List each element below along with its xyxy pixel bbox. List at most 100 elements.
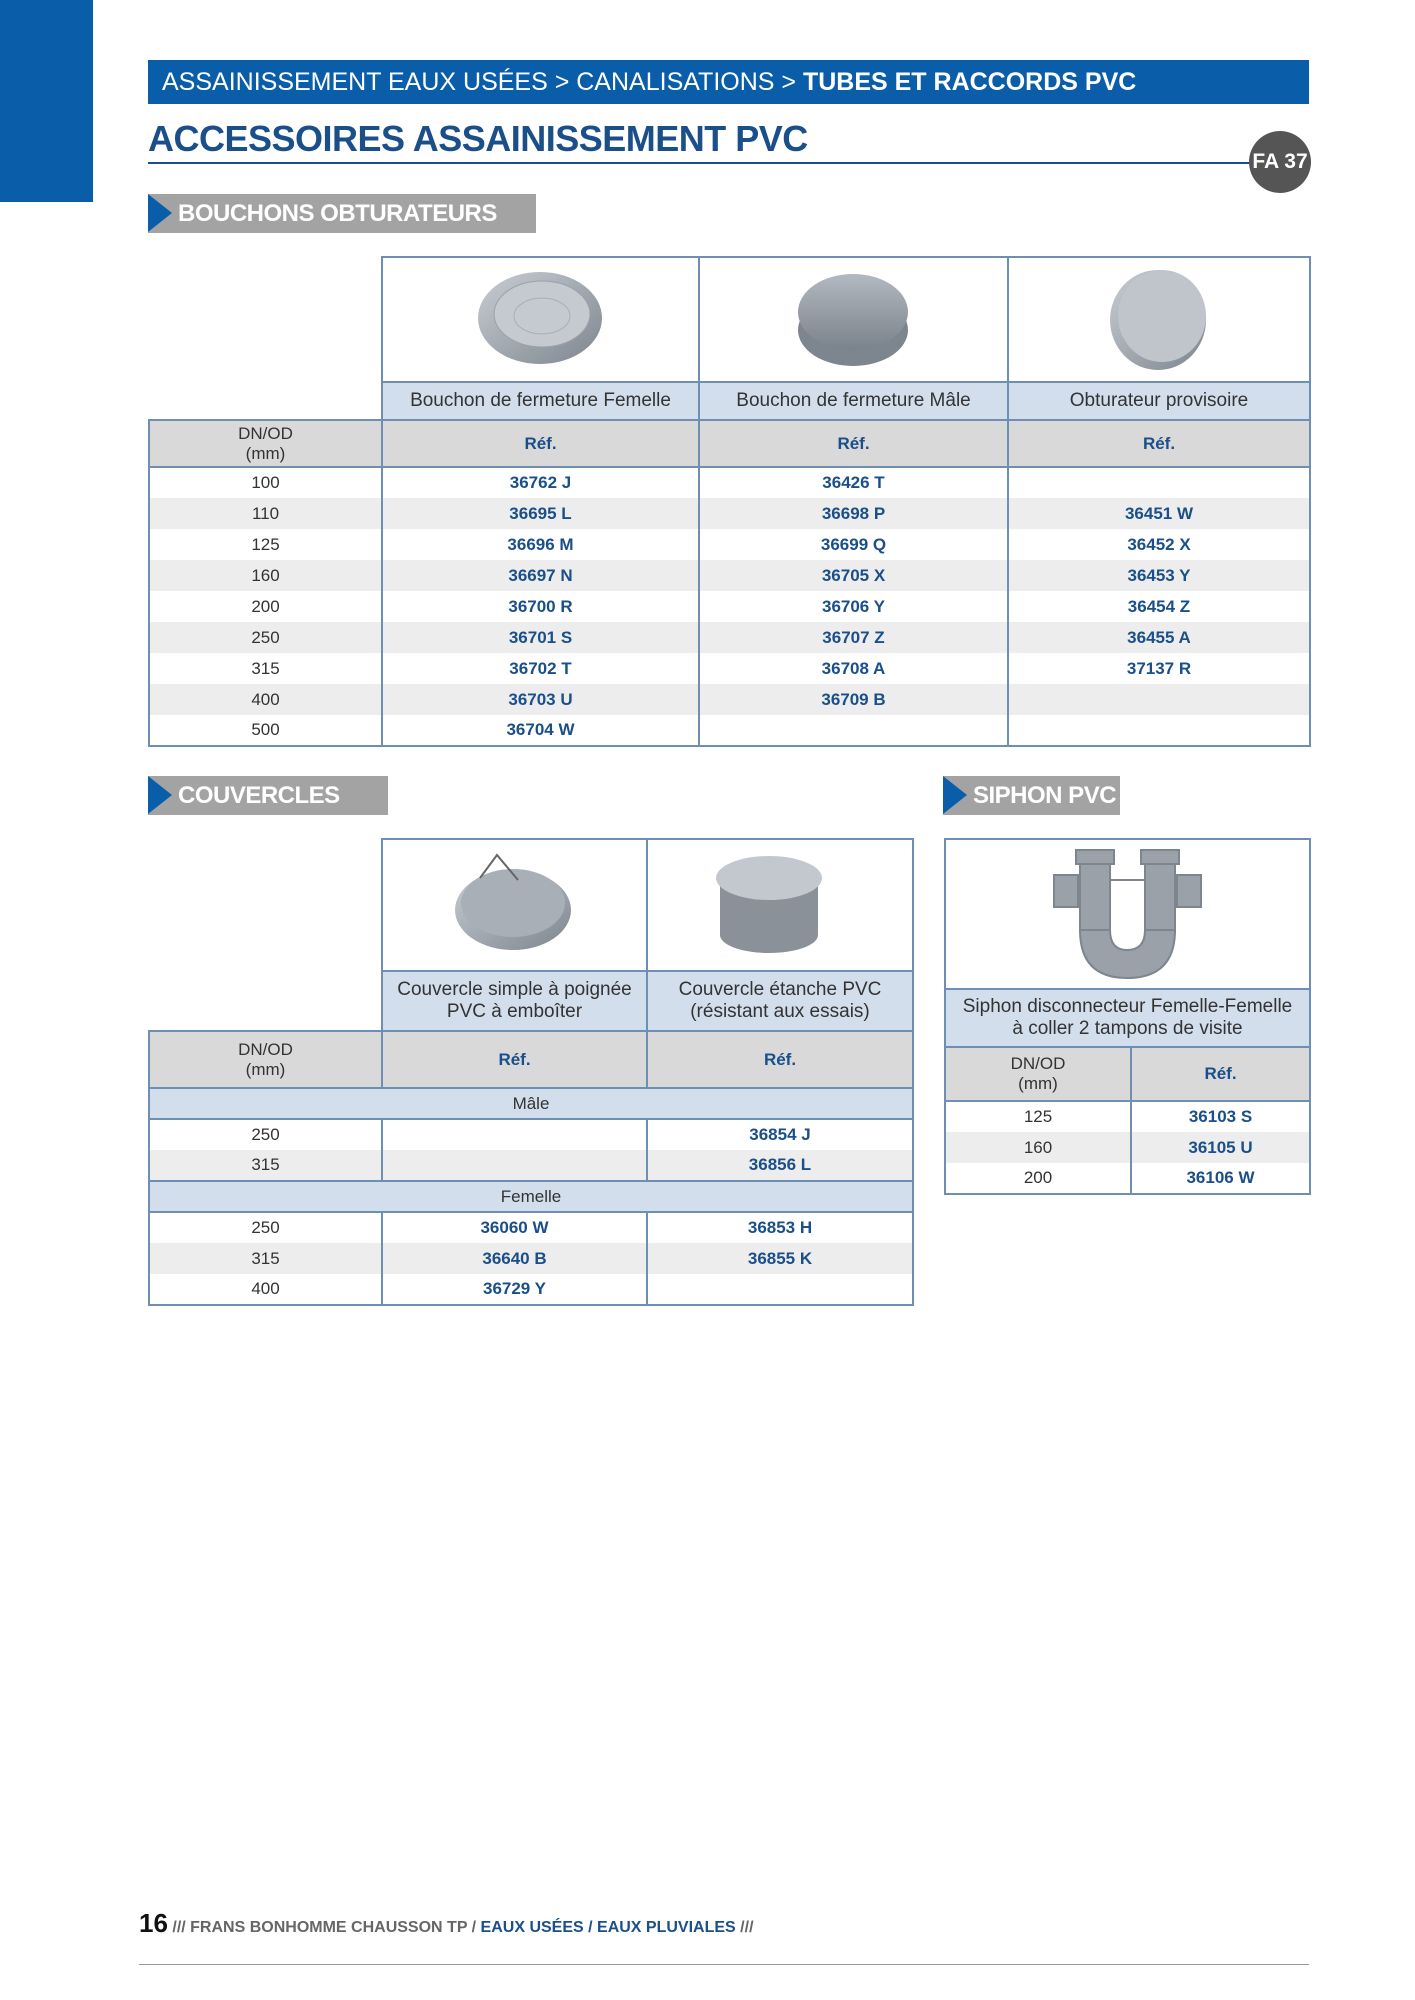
ref-header: Réf. [646,1030,914,1089]
footer-highlight: EAUX USÉES / EAUX PLUVIALES [480,1919,736,1936]
table-row: DN/OD (mm) Réf. Réf. [148,1030,914,1089]
text-line: DN/OD [238,1039,293,1059]
side-tab [0,0,93,202]
table-row: 125 36103 S [944,1101,1311,1132]
table-row: 250 36060 W 36853 H [148,1212,914,1243]
product-table: Siphon disconnecteur Femelle-Femelle à co… [944,838,1311,1195]
table-row: Mâle [148,1087,914,1120]
image-cell [944,838,1311,990]
dn-cell: 100 [148,467,383,498]
image-cell [1007,256,1311,383]
table-row: 315 36856 L [148,1150,914,1181]
ref-cell: 36455 A [1007,622,1311,653]
dn-cell: 250 [148,1119,383,1150]
dn-header: DN/OD (mm) [944,1046,1132,1102]
dn-cell: 315 [148,1150,383,1181]
table-row: 400 36703 U 36709 B [148,684,1311,715]
column-name: Couvercle étanche PVC (résistant aux essa… [646,970,914,1032]
table-row: 110 36695 L 36698 P 36451 W [148,498,1311,529]
dn-cell: 160 [944,1132,1132,1163]
text-line: Couvercle simple à poignée [397,979,632,1001]
dn-cell: 315 [148,1243,383,1274]
ref-cell: 36853 H [646,1212,914,1243]
ref-header: Réf. [381,419,700,468]
ref-cell: 36105 U [1130,1132,1311,1163]
ref-cell: 36729 Y [381,1274,648,1306]
dn-cell: 110 [148,498,383,529]
empty-cell [149,257,382,382]
table-row: 125 36696 M 36699 Q 36452 X [148,529,1311,560]
table-row: 160 36105 U [944,1132,1311,1163]
table-row: 200 36700 R 36706 Y 36454 Z [148,591,1311,622]
footer: 16 /// FRANS BONHOMME CHAUSSON TP / EAUX… [139,1908,754,1939]
dn-header: DN/OD (mm) [148,419,383,468]
text-line: Bouchon de fermeture Femelle [410,390,671,412]
text-line: à coller 2 tampons de visite [1012,1018,1243,1039]
breadcrumb: ASSAINISSEMENT EAUX USÉES > CANALISATION… [162,68,796,96]
ref-cell [1007,684,1311,715]
ref-cell: 36696 M [381,529,700,560]
table-row: 500 36704 W [148,715,1311,747]
text-line: Obturateur provisoire [1069,390,1249,412]
ref-header: Réf. [1007,419,1311,468]
page-title: ACCESSOIRES ASSAINISSEMENT PVC [148,118,808,159]
ref-cell [646,1274,914,1306]
dn-cell: 200 [148,591,383,622]
ref-cell: 36707 Z [698,622,1009,653]
dn-cell: 200 [944,1163,1132,1195]
ref-cell: 36701 S [381,622,700,653]
text-line: Couvercle étanche PVC [678,979,882,1001]
ref-cell: 36698 P [698,498,1009,529]
text-line: Bouchon de fermeture Mâle [736,390,971,412]
breadcrumb-bar: ASSAINISSEMENT EAUX USÉES > CANALISATION… [148,60,1309,104]
image-cell [698,256,1009,383]
ref-cell: 36695 L [381,498,700,529]
ref-cell: 36452 X [1007,529,1311,560]
ref-cell: 36700 R [381,591,700,622]
ref-cell: 36640 B [381,1243,648,1274]
ref-cell: 36699 Q [698,529,1009,560]
ref-cell: 36708 A [698,653,1009,684]
dn-cell: 400 [148,1274,383,1306]
table-row: 400 36729 Y [148,1274,914,1306]
text-line: DN/OD [1010,1054,1066,1074]
ref-cell: 36762 J [381,467,700,498]
ref-cell: 36855 K [646,1243,914,1274]
dn-cell: 250 [148,622,383,653]
table-row: 315 36702 T 36708 A 37137 R [148,653,1311,684]
ref-header: Réf. [698,419,1009,468]
ref-cell: 36103 S [1130,1101,1311,1132]
dn-cell: 500 [148,715,383,747]
table-row: 250 36701 S 36707 Z 36455 A [148,622,1311,653]
column-name: Bouchon de fermeture Femelle [381,381,700,421]
empty-cell [149,839,382,971]
table-row: Femelle [148,1180,914,1213]
text-line: PVC à emboîter [446,1001,583,1022]
ref-cell: 36705 X [698,560,1009,591]
image-cell [646,838,914,972]
ref-cell: 36451 W [1007,498,1311,529]
ref-cell [1007,467,1311,498]
text-line: (mm) [245,1059,286,1079]
dn-header: DN/OD (mm) [148,1030,383,1089]
table-row [149,838,914,972]
page-number: 16 [139,1908,168,1938]
product-table: Couvercle simple à poignée PVC à emboîter… [148,838,914,1306]
dn-cell: 400 [148,684,383,715]
ref-cell: 36854 J [646,1119,914,1150]
ref-cell: 36706 Y [698,591,1009,622]
table-row: Couvercle simple à poignée PVC à emboîter… [149,970,914,1032]
section-title: BOUCHONS OBTURATEURS PVC [148,194,536,266]
ref-header: Réf. [1130,1046,1311,1102]
dn-cell: 125 [148,529,383,560]
breadcrumb-current: TUBES ET RACCORDS PVC [802,68,1137,96]
column-name: Siphon disconnecteur Femelle-Femelle à co… [944,988,1311,1048]
image-cell [381,256,700,383]
section-title: COUVERCLES PVC [148,776,388,848]
ref-cell: 36106 W [1130,1163,1311,1195]
table-row [149,256,1311,383]
table-row: 160 36697 N 36705 X 36453 Y [148,560,1311,591]
ref-cell: 36426 T [698,467,1009,498]
column-name: Couvercle simple à poignée PVC à emboîter [381,970,648,1032]
